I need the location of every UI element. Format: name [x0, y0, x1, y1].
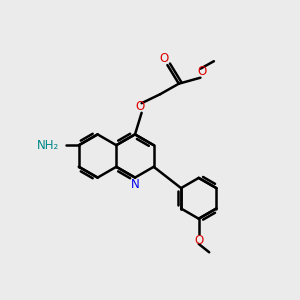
Text: O: O — [194, 234, 203, 248]
Text: O: O — [197, 64, 206, 78]
Text: O: O — [160, 52, 169, 65]
Text: O: O — [136, 100, 145, 113]
Text: NH₂: NH₂ — [37, 139, 59, 152]
Text: N: N — [130, 178, 140, 191]
